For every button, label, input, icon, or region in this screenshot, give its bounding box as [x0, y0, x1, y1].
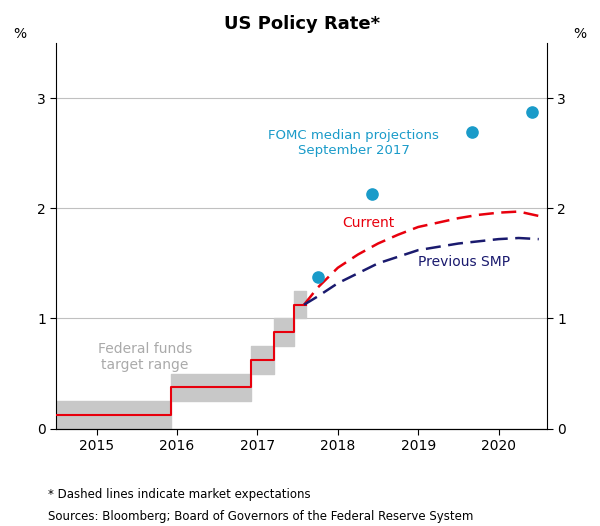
Text: Federal funds
target range: Federal funds target range: [98, 342, 192, 372]
Text: Current: Current: [342, 216, 394, 230]
Point: [367, 190, 376, 199]
Text: Sources: Bloomberg; Board of Governors of the Federal Reserve System: Sources: Bloomberg; Board of Governors o…: [48, 510, 473, 523]
Text: %: %: [13, 27, 26, 41]
Point: [467, 128, 477, 137]
Text: FOMC median projections
September 2017: FOMC median projections September 2017: [268, 129, 439, 157]
Title: US Policy Rate*: US Policy Rate*: [224, 15, 380, 33]
Text: * Dashed lines indicate market expectations: * Dashed lines indicate market expectati…: [48, 488, 311, 501]
Text: %: %: [574, 27, 587, 41]
Point: [313, 273, 323, 281]
Point: [527, 108, 537, 116]
Text: Previous SMP: Previous SMP: [418, 255, 511, 269]
